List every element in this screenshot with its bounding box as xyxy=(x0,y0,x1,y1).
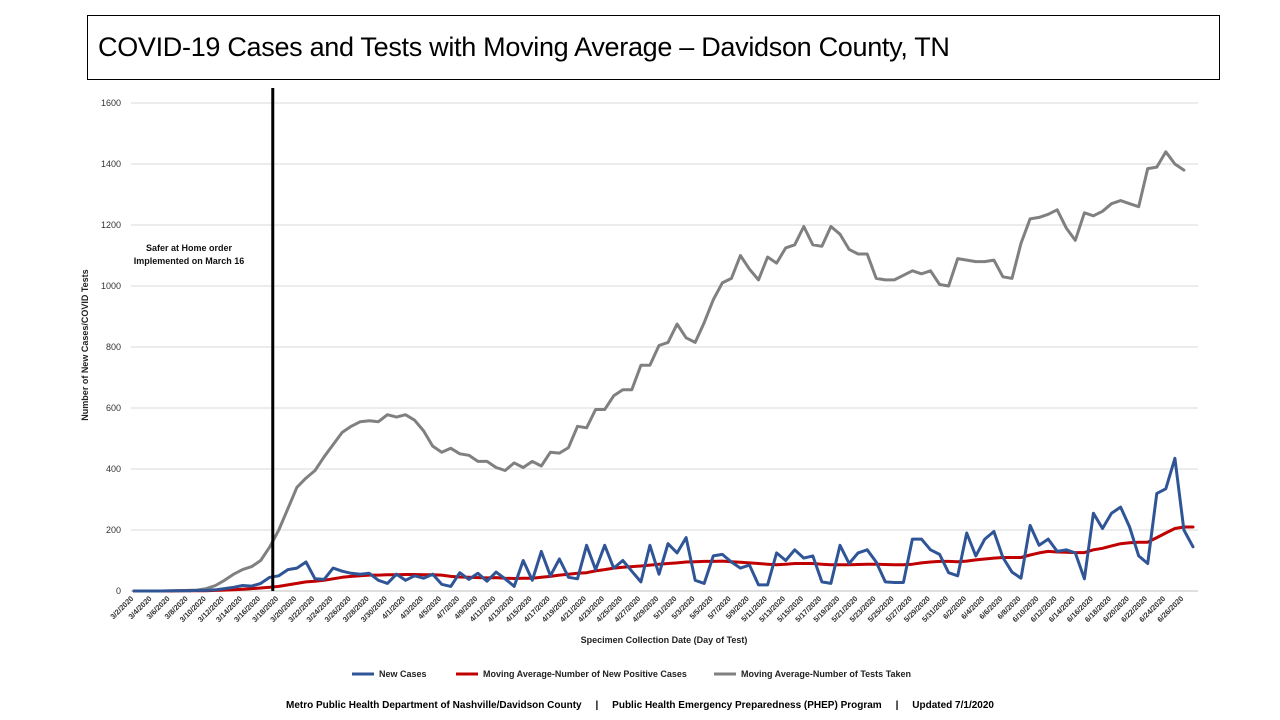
series-line-new-cases xyxy=(132,456,1195,593)
footer: Metro Public Health Department of Nashvi… xyxy=(285,700,994,711)
series-line-moving-average-number-of-tests-taken xyxy=(132,150,1186,593)
title-box: COVID-19 Cases and Tests with Moving Ave… xyxy=(87,15,1220,80)
y-tick-label: 1400 xyxy=(101,159,121,169)
legend-label: Moving Average-Number of New Positive Ca… xyxy=(483,669,687,679)
legend-label: Moving Average-Number of Tests Taken xyxy=(741,669,911,679)
y-tick-label: 1600 xyxy=(101,98,121,108)
y-tick-label: 400 xyxy=(106,464,121,474)
y-tick-label: 200 xyxy=(106,525,121,535)
y-tick-label: 1200 xyxy=(101,220,121,230)
y-tick-label: 600 xyxy=(106,403,121,413)
y-tick-label: 0 xyxy=(116,586,121,596)
y-axis-label: Number of New Cases/COVID Tests xyxy=(80,269,90,420)
legend: New Cases Moving Average-Number of New Po… xyxy=(352,669,911,679)
chart-title: COVID-19 Cases and Tests with Moving Ave… xyxy=(98,32,950,62)
y-tick-label: 800 xyxy=(106,342,121,352)
x-axis-ticks: 3/2/20203/4/20203/6/20203/8/20203/10/202… xyxy=(108,594,1185,624)
annotation-line-2: Implemented on March 16 xyxy=(134,256,245,266)
gridlines xyxy=(131,102,1198,592)
y-axis-ticks: 0 200 400 600 800 1000 1200 1400 1600 xyxy=(101,98,121,596)
annotation-line-1: Safer at Home order xyxy=(146,243,233,253)
x-axis-label: Specimen Collection Date (Day of Test) xyxy=(581,635,748,645)
series-lines xyxy=(132,150,1195,593)
annotation-group: Safer at Home order Implemented on March… xyxy=(134,88,275,591)
legend-label: New Cases xyxy=(379,669,427,679)
y-tick-label: 1000 xyxy=(101,281,121,291)
